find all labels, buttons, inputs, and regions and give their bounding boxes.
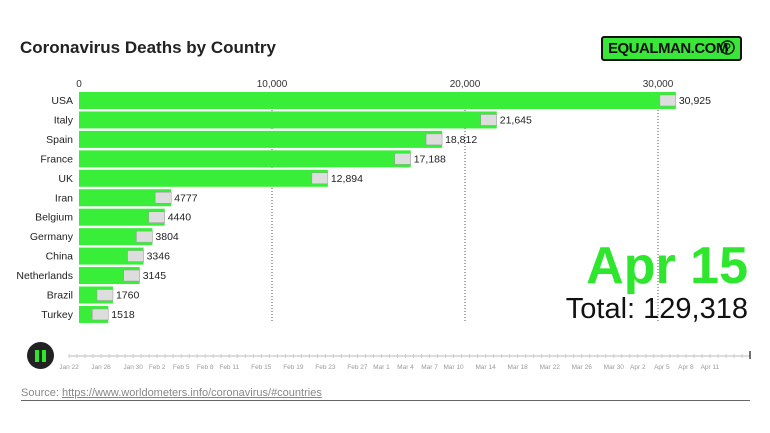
value-label: 17,188 [414,153,446,165]
flag-icon [148,211,165,223]
bar-france [79,150,411,168]
flag-icon [659,94,677,107]
timeline-label: Jan 22 [59,364,79,371]
timeline-label: Feb 19 [283,364,304,371]
timeline-label: Mar 14 [475,364,496,371]
divider [21,400,750,401]
pause-button[interactable] [27,342,54,369]
bar-iran [79,189,172,207]
timeline-label: Feb 23 [315,364,336,371]
timeline-label: Feb 2 [149,364,166,371]
timeline-label: Apr 8 [678,364,694,371]
x-tick-label: 20,000 [450,79,481,90]
value-label: 4777 [174,192,198,204]
current-date: Apr 15 [586,237,748,295]
bar-italy [79,111,497,129]
source-link[interactable]: https://www.worldometers.info/coronaviru… [61,387,322,399]
timeline-label: Apr 5 [654,364,670,371]
value-label: 1518 [111,309,135,321]
category-label: UK [58,173,73,185]
value-label: 4440 [168,212,192,224]
timeline-label: Jan 26 [91,364,111,371]
value-label: 18,812 [445,134,477,146]
flag-icon [127,250,144,262]
value-label: 3804 [155,231,179,243]
value-label: 3145 [143,270,167,282]
timeline-label: Mar 4 [397,364,414,371]
timeline-label: Feb 11 [219,364,239,371]
timeline-label: Apr 11 [701,364,720,371]
total-deaths: Total: 129,318 [565,293,748,325]
flag-icon [92,308,109,321]
timeline-label: Mar 18 [508,364,529,371]
timeline-label: Mar 30 [604,364,625,371]
flag-icon [480,114,497,126]
timeline-label: Mar 10 [443,364,464,371]
category-label: France [40,153,73,165]
flag-icon [154,192,172,204]
bar-belgium [79,208,165,226]
category-label: Italy [54,114,74,126]
lightbulb-icon [720,40,735,55]
category-label: China [46,251,74,263]
logo-text: EQUALMAN.COM [608,40,728,57]
category-label: Spain [46,134,73,146]
flag-icon [394,153,411,165]
timeline-label: Feb 27 [347,364,368,371]
category-label: Brazil [47,290,73,302]
timeline-label: Mar 7 [421,364,438,371]
value-label: 1760 [116,290,140,302]
category-label: Iran [55,192,73,204]
timeline-label: Feb 5 [173,364,190,371]
bar-usa [79,92,676,109]
value-label: 12,894 [331,173,363,185]
chart-title: Coronavirus Deaths by Country [20,38,276,57]
equalman-logo[interactable]: EQUALMAN.COM [601,36,742,61]
x-tick-label: 10,000 [257,79,288,90]
source-note: Source: https://www.worldometers.info/co… [21,387,322,399]
pause-icon [35,350,39,362]
timeline-label: Mar 1 [373,364,390,371]
category-label: Netherlands [16,270,73,282]
pause-icon [42,350,46,362]
timeline-label: Feb 15 [251,364,272,371]
x-tick-label: 30,000 [643,79,674,90]
flag-icon [136,230,153,243]
flag-icon [311,172,329,185]
timeline-label: Mar 26 [572,364,593,371]
bar-germany [79,228,153,246]
timeline-label: Jan 30 [123,364,143,371]
flag-icon [425,133,443,146]
category-label: Germany [30,231,74,243]
timeline-label: Feb 8 [197,364,214,371]
value-label: 30,925 [679,95,711,107]
flag-icon [96,289,114,301]
category-label: USA [51,95,73,107]
timeline-label: Mar 22 [540,364,561,371]
category-label: Belgium [35,212,73,224]
value-label: 3346 [147,251,171,263]
bar-uk [79,169,328,187]
flag-icon [123,269,140,282]
timeline-label: Apr 2 [630,364,646,371]
bar-spain [79,130,443,148]
category-label: Turkey [41,309,73,321]
x-tick-label: 0 [76,79,82,90]
value-label: 21,645 [500,114,532,126]
